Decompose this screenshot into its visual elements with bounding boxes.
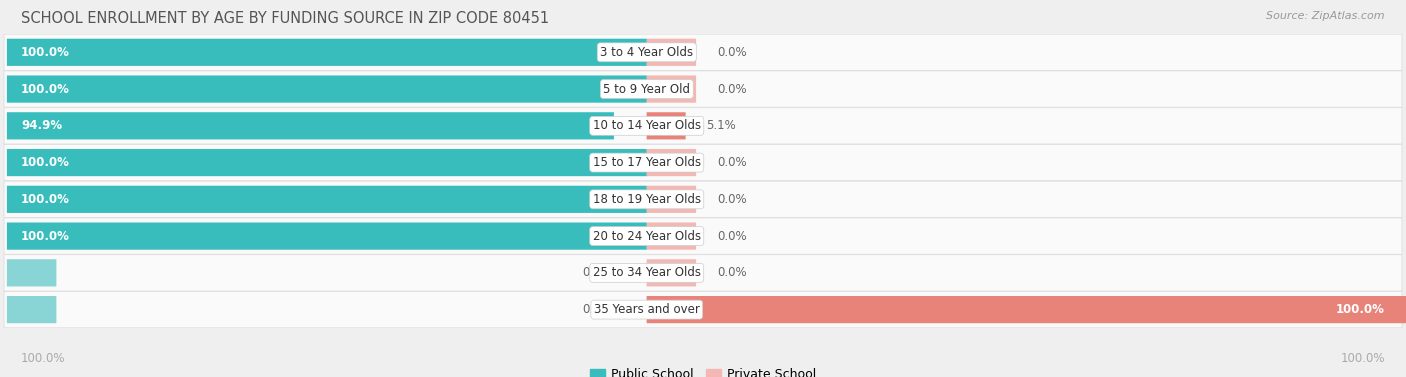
Text: 94.9%: 94.9% [21, 120, 62, 132]
FancyBboxPatch shape [647, 39, 696, 66]
Text: 5.1%: 5.1% [707, 120, 737, 132]
Text: 10 to 14 Year Olds: 10 to 14 Year Olds [593, 120, 700, 132]
Text: 100.0%: 100.0% [21, 193, 70, 206]
Text: 5 to 9 Year Old: 5 to 9 Year Old [603, 83, 690, 95]
FancyBboxPatch shape [7, 112, 614, 139]
Text: 0.0%: 0.0% [582, 303, 612, 316]
Text: 3 to 4 Year Olds: 3 to 4 Year Olds [600, 46, 693, 59]
FancyBboxPatch shape [4, 144, 1402, 181]
Text: 100.0%: 100.0% [1340, 352, 1385, 365]
Text: 100.0%: 100.0% [21, 46, 70, 59]
FancyBboxPatch shape [7, 222, 647, 250]
FancyBboxPatch shape [647, 186, 696, 213]
Text: 0.0%: 0.0% [717, 156, 747, 169]
FancyBboxPatch shape [4, 218, 1402, 254]
FancyBboxPatch shape [7, 39, 647, 66]
FancyBboxPatch shape [7, 186, 647, 213]
Text: 0.0%: 0.0% [582, 267, 612, 279]
FancyBboxPatch shape [647, 222, 696, 250]
FancyBboxPatch shape [647, 149, 696, 176]
Text: Source: ZipAtlas.com: Source: ZipAtlas.com [1267, 11, 1385, 21]
FancyBboxPatch shape [7, 149, 647, 176]
Text: 0.0%: 0.0% [717, 193, 747, 206]
FancyBboxPatch shape [4, 291, 1402, 328]
Text: 25 to 34 Year Olds: 25 to 34 Year Olds [593, 267, 700, 279]
FancyBboxPatch shape [647, 75, 696, 103]
Text: 0.0%: 0.0% [717, 46, 747, 59]
FancyBboxPatch shape [647, 296, 1406, 323]
Text: 35 Years and over: 35 Years and over [593, 303, 700, 316]
Text: 100.0%: 100.0% [21, 230, 70, 242]
Text: 0.0%: 0.0% [717, 267, 747, 279]
Text: 18 to 19 Year Olds: 18 to 19 Year Olds [593, 193, 700, 206]
FancyBboxPatch shape [4, 107, 1402, 144]
Text: 15 to 17 Year Olds: 15 to 17 Year Olds [593, 156, 700, 169]
Text: 0.0%: 0.0% [717, 230, 747, 242]
FancyBboxPatch shape [7, 296, 56, 323]
Text: 100.0%: 100.0% [21, 156, 70, 169]
Text: 100.0%: 100.0% [21, 83, 70, 95]
Text: 100.0%: 100.0% [21, 352, 66, 365]
FancyBboxPatch shape [4, 254, 1402, 291]
FancyBboxPatch shape [647, 112, 686, 139]
FancyBboxPatch shape [647, 259, 696, 287]
FancyBboxPatch shape [4, 71, 1402, 107]
FancyBboxPatch shape [4, 34, 1402, 70]
FancyBboxPatch shape [7, 75, 647, 103]
Legend: Public School, Private School: Public School, Private School [585, 363, 821, 377]
FancyBboxPatch shape [7, 259, 56, 287]
FancyBboxPatch shape [4, 181, 1402, 218]
Text: 100.0%: 100.0% [1336, 303, 1385, 316]
Text: SCHOOL ENROLLMENT BY AGE BY FUNDING SOURCE IN ZIP CODE 80451: SCHOOL ENROLLMENT BY AGE BY FUNDING SOUR… [21, 11, 550, 26]
Text: 0.0%: 0.0% [717, 83, 747, 95]
Text: 20 to 24 Year Olds: 20 to 24 Year Olds [593, 230, 700, 242]
